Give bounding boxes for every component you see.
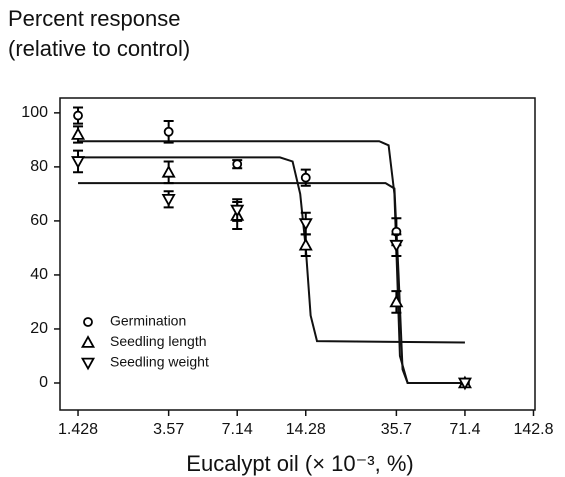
marker: [161, 164, 176, 178]
y-tick-label: 0: [39, 374, 48, 391]
legend-marker: [83, 317, 93, 327]
x-tick-label: 14.28: [286, 421, 326, 438]
x-tick-label: 1.428: [58, 421, 98, 438]
x-tick-label: 3.57: [153, 421, 184, 438]
marker: [298, 218, 313, 231]
legend-marker: [80, 335, 96, 348]
marker: [298, 237, 313, 251]
x-tick-label: 35.7: [381, 421, 412, 438]
legend-label: Germination: [110, 313, 186, 329]
marker: [389, 294, 404, 308]
y-tick-label: 80: [30, 158, 48, 175]
y-tick-label: 100: [21, 104, 48, 121]
y-tick-label: 60: [30, 212, 48, 229]
legend-label: Seedling length: [110, 333, 207, 349]
marker: [163, 126, 174, 137]
y-tick-label: 20: [30, 320, 48, 337]
x-axis-label: Eucalypt oil (× 10⁻³, %): [186, 451, 413, 476]
marker: [71, 156, 86, 169]
y-axis-label: Percent response: [8, 6, 180, 31]
marker: [232, 159, 243, 170]
legend-label: Seedling weight: [110, 354, 209, 370]
marker: [161, 193, 176, 207]
plot-frame: [59, 97, 536, 411]
marker: [71, 127, 86, 140]
y-tick-label: 40: [30, 266, 48, 283]
x-tick-label: 7.14: [222, 421, 253, 438]
fit-line: [78, 182, 465, 384]
marker: [300, 172, 311, 183]
marker: [457, 377, 472, 391]
marker: [73, 110, 83, 121]
x-tick-label: 142.8: [513, 421, 553, 438]
legend-marker: [80, 357, 96, 371]
x-tick-label: 71.4: [449, 421, 480, 438]
y-axis-label: (relative to control): [8, 36, 190, 61]
marker: [230, 204, 245, 218]
marker: [389, 239, 404, 253]
